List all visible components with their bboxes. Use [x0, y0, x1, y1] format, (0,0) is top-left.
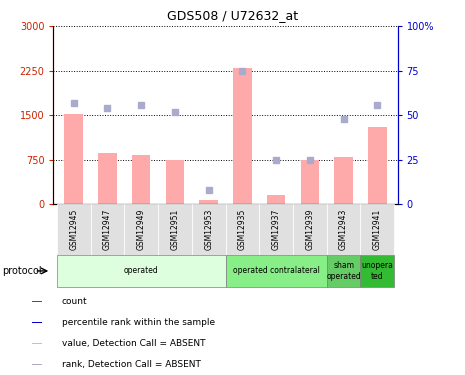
- Bar: [98, 153, 117, 204]
- Text: GSM12935: GSM12935: [238, 209, 247, 250]
- Text: GSM12951: GSM12951: [170, 209, 179, 250]
- Text: unopera
ted: unopera ted: [361, 261, 393, 280]
- FancyBboxPatch shape: [259, 204, 293, 255]
- Text: GSM12949: GSM12949: [137, 209, 146, 250]
- Text: operated: operated: [124, 266, 159, 275]
- Bar: [300, 160, 319, 204]
- Text: GSM12947: GSM12947: [103, 209, 112, 250]
- FancyBboxPatch shape: [327, 204, 360, 255]
- Text: percentile rank within the sample: percentile rank within the sample: [62, 318, 215, 327]
- Bar: [368, 127, 386, 204]
- FancyBboxPatch shape: [226, 204, 259, 255]
- Bar: [233, 68, 252, 204]
- Bar: [166, 160, 184, 204]
- FancyBboxPatch shape: [91, 204, 124, 255]
- Text: rank, Detection Call = ABSENT: rank, Detection Call = ABSENT: [62, 360, 200, 369]
- Bar: [32, 322, 42, 323]
- FancyBboxPatch shape: [360, 255, 394, 287]
- FancyBboxPatch shape: [192, 204, 226, 255]
- Text: protocol: protocol: [2, 266, 42, 276]
- Text: GSM12945: GSM12945: [69, 209, 78, 250]
- Text: GSM12941: GSM12941: [373, 209, 382, 250]
- FancyBboxPatch shape: [327, 255, 360, 287]
- Text: value, Detection Call = ABSENT: value, Detection Call = ABSENT: [62, 339, 205, 348]
- Text: GSM12953: GSM12953: [204, 209, 213, 250]
- Text: GSM12943: GSM12943: [339, 209, 348, 250]
- Bar: [199, 200, 218, 204]
- Bar: [267, 195, 286, 204]
- FancyBboxPatch shape: [57, 204, 91, 255]
- Text: operated contralateral: operated contralateral: [232, 266, 319, 275]
- Bar: [334, 157, 353, 204]
- Text: GDS508 / U72632_at: GDS508 / U72632_at: [167, 9, 298, 22]
- Bar: [132, 154, 151, 204]
- Bar: [32, 301, 42, 302]
- FancyBboxPatch shape: [158, 204, 192, 255]
- Bar: [65, 114, 83, 204]
- Text: GSM12939: GSM12939: [306, 209, 314, 250]
- FancyBboxPatch shape: [124, 204, 158, 255]
- FancyBboxPatch shape: [57, 255, 226, 287]
- Text: GSM12937: GSM12937: [272, 209, 281, 250]
- FancyBboxPatch shape: [226, 255, 327, 287]
- FancyBboxPatch shape: [360, 204, 394, 255]
- Text: sham
operated: sham operated: [326, 261, 361, 280]
- FancyBboxPatch shape: [293, 204, 327, 255]
- Bar: [32, 343, 42, 344]
- Bar: [32, 364, 42, 365]
- Text: count: count: [62, 297, 87, 306]
